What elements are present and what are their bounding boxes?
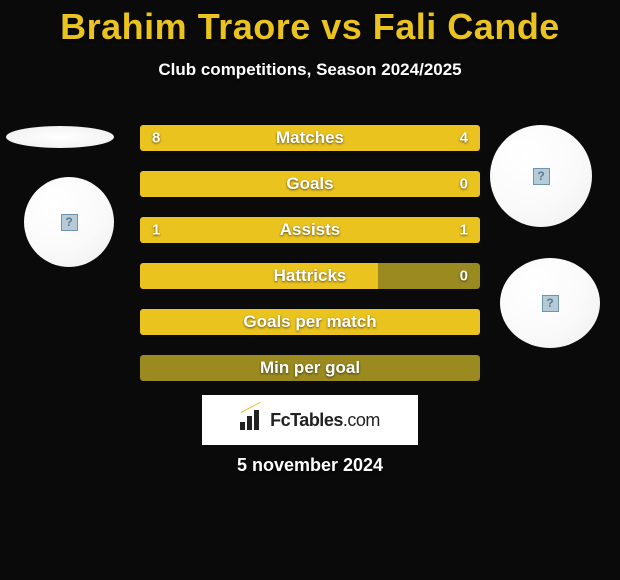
stat-bar: Goals per match [140,309,480,335]
brand-trend-line [241,402,261,413]
stat-label: Matches [276,128,344,148]
stat-label: Goals per match [243,312,376,332]
player2-avatar-circle: ? [490,125,592,227]
brand-text-bold: FcTables [270,410,343,430]
page-title: Brahim Traore vs Fali Cande [0,0,620,48]
placeholder-image-icon: ? [61,214,78,231]
stat-bar: Min per goal [140,355,480,381]
stat-value-right: 1 [460,222,468,239]
stat-value-right: 4 [460,130,468,147]
page-subtitle: Club competitions, Season 2024/2025 [0,60,620,80]
brand-text: FcTables.com [270,410,380,431]
brand-bar-icon [240,410,264,430]
brand-logo-box: FcTables.com [202,395,418,445]
placeholder-image-icon: ? [533,168,550,185]
stats-container: Matches 8 4 Goals 0 Assists 1 1 Hattricks 0 Goals … [140,125,480,401]
stat-bar: Assists 1 1 [140,217,480,243]
brand-text-light: .com [343,410,380,430]
stat-value-left: 1 [152,222,160,239]
stat-value-left: 8 [152,130,160,147]
player2-club-circle: ? [500,258,600,348]
stat-value-right: 0 [460,268,468,285]
player1-avatar-circle: ? [24,177,114,267]
stat-bar: Matches 8 4 [140,125,480,151]
date-text: 5 november 2024 [237,455,383,476]
stat-label: Goals [286,174,333,194]
stat-label: Hattricks [274,266,347,286]
placeholder-image-icon: ? [542,295,559,312]
stat-value-right: 0 [460,176,468,193]
stat-label: Assists [280,220,340,240]
stat-bar: Goals 0 [140,171,480,197]
stat-bar: Hattricks 0 [140,263,480,289]
player1-shadow-ellipse [6,126,114,148]
stat-label: Min per goal [260,358,360,378]
